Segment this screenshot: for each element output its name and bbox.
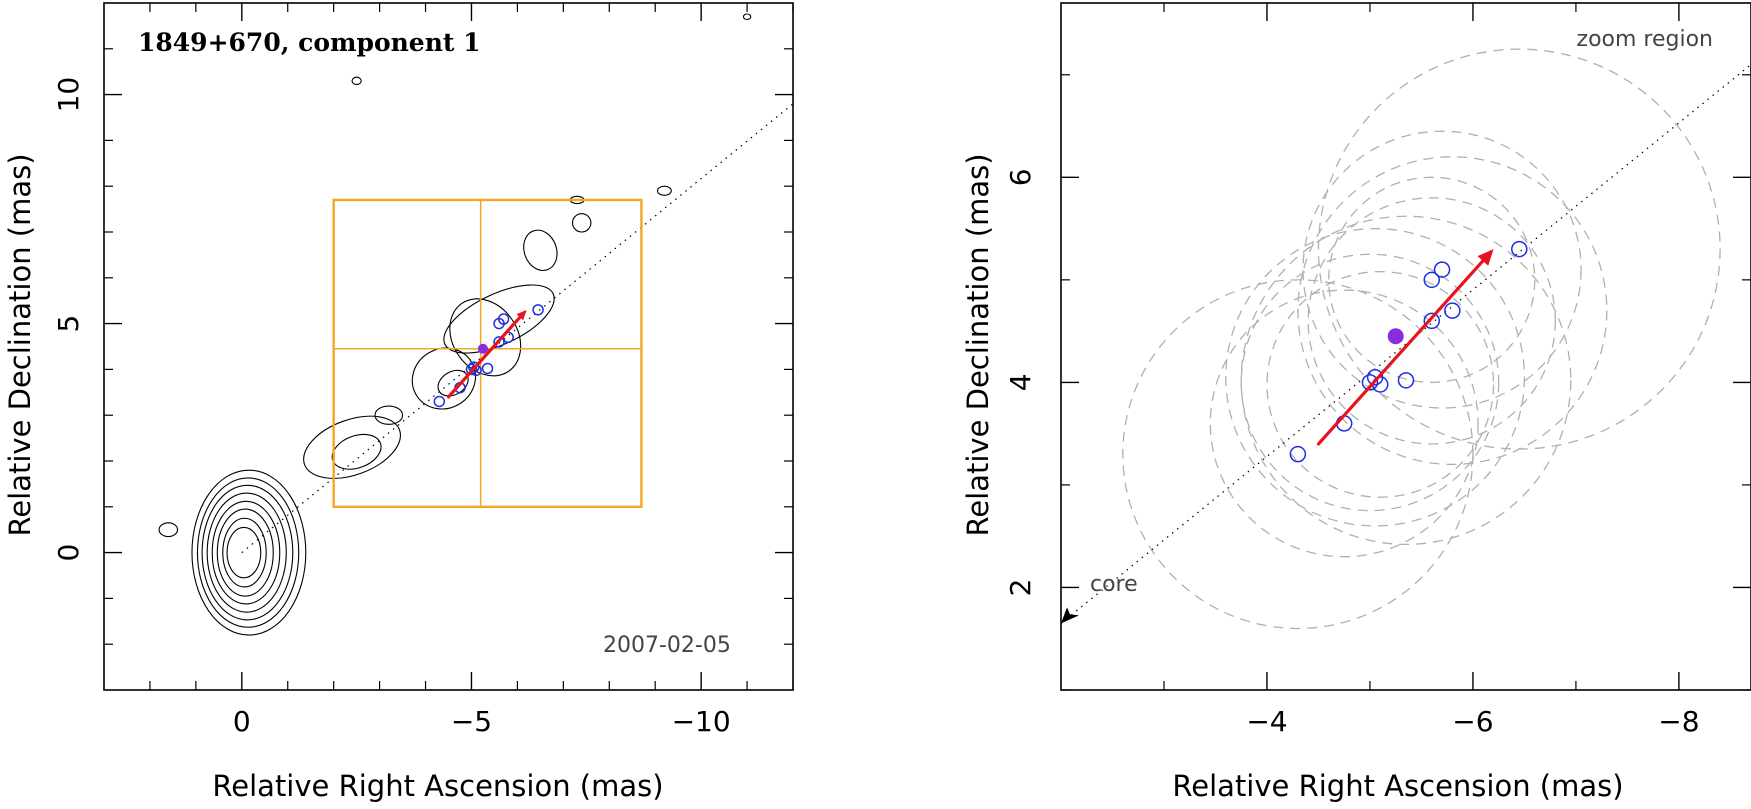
error-circle <box>1209 289 1479 558</box>
error-circle <box>1317 48 1721 450</box>
error-circle <box>1302 130 1582 409</box>
jet-contour <box>303 415 401 479</box>
motion-vector-line <box>446 315 522 399</box>
mean-position-marker <box>477 343 488 354</box>
component-position-marker <box>497 313 510 325</box>
component-position-marker <box>1444 302 1461 319</box>
error-circle <box>1307 197 1556 445</box>
core-label: core <box>1090 572 1138 597</box>
tick-group: 0 −5 −10 0 5 10 <box>52 3 794 738</box>
component-position-marker <box>465 363 478 376</box>
component-position-marker <box>433 395 446 408</box>
left-title: 1849+670, component 1 <box>138 28 481 57</box>
x-tick-label: −6 <box>1452 705 1493 738</box>
component-position-marker <box>1433 261 1451 278</box>
component-position-marker <box>532 304 544 316</box>
x-tick-label: −5 <box>451 705 492 738</box>
component-position-marker <box>493 336 505 348</box>
component-position-marker <box>468 361 480 373</box>
error-circle <box>1328 176 1536 384</box>
left-date-label: 2007-02-05 <box>603 633 731 658</box>
jet-contour <box>742 13 752 21</box>
mean-position-marker <box>1387 328 1404 345</box>
x-tick-label: 0 <box>233 705 251 738</box>
jet-contour <box>158 522 179 538</box>
jet-contour <box>571 213 592 233</box>
error-circle <box>1122 279 1474 630</box>
jet-contour <box>656 185 672 196</box>
error-circle <box>1266 270 1495 498</box>
left-y-axis-label: Relative Declination (mas) <box>3 153 37 536</box>
component-points-group <box>1289 240 1528 463</box>
core-contour <box>201 484 294 621</box>
core-direction-arrowhead <box>1061 607 1079 624</box>
jet-contour <box>331 433 382 470</box>
core-contour <box>222 517 267 588</box>
jet-axis-group <box>1060 64 1751 624</box>
component-points-group <box>433 304 544 408</box>
jet-contour <box>374 405 404 425</box>
core-contour <box>216 508 274 597</box>
jet-contour <box>351 76 362 86</box>
right-y-axis-label: Relative Declination (mas) <box>961 153 995 536</box>
y-tick-label: 5 <box>52 315 85 333</box>
component-position-marker <box>1361 374 1379 391</box>
contour-group <box>158 13 752 636</box>
core-contour <box>196 477 300 628</box>
y-tick-label: 6 <box>1004 168 1037 186</box>
jet-contour <box>449 298 522 377</box>
error-circle <box>1225 227 1526 527</box>
x-tick-label: −10 <box>672 705 731 738</box>
error-circles-group <box>1122 48 1721 630</box>
error-circle <box>1240 215 1572 546</box>
left-panel: 0 −5 −10 0 5 10 1849+670, component 1 2007-02… <box>3 2 794 803</box>
left-plot-frame <box>103 2 794 691</box>
core-contour <box>226 526 262 579</box>
tick-group: −4 −6 −8 2 4 6 <box>1004 3 1751 738</box>
core-contour <box>211 500 281 605</box>
x-tick-label: −4 <box>1246 705 1287 738</box>
error-circle <box>1297 156 1608 466</box>
component-position-marker <box>1423 312 1440 330</box>
component-position-marker <box>1511 240 1528 258</box>
component-position-marker <box>481 362 494 375</box>
y-tick-label: 2 <box>1004 579 1037 597</box>
right-plot-frame <box>1060 2 1751 691</box>
y-tick-label: 10 <box>52 77 85 113</box>
zoom-box <box>332 198 643 508</box>
component-position-marker <box>1397 372 1415 389</box>
jet-contour <box>523 229 558 272</box>
component-position-marker <box>1289 445 1307 463</box>
left-x-axis-label: Relative Right Ascension (mas) <box>212 769 663 803</box>
right-x-axis-label: Relative Right Ascension (mas) <box>1172 769 1623 803</box>
component-position-marker <box>1423 271 1440 289</box>
error-circle <box>1240 253 1500 512</box>
motion-vector-line <box>1316 259 1485 446</box>
right-panel: −4 −6 −8 2 4 6 zoom region core Relative Righ… <box>961 2 1751 803</box>
zoom-region-label: zoom region <box>1577 27 1713 52</box>
y-tick-label: 4 <box>1004 373 1037 391</box>
core-contour <box>206 492 287 613</box>
x-tick-label: −8 <box>1658 705 1699 738</box>
y-tick-label: 0 <box>52 544 85 562</box>
motion-vector-arrowhead <box>516 309 527 321</box>
jet-axis-line <box>1060 64 1751 624</box>
motion-vector-arrowhead <box>1477 249 1494 266</box>
core-contour <box>191 469 307 636</box>
